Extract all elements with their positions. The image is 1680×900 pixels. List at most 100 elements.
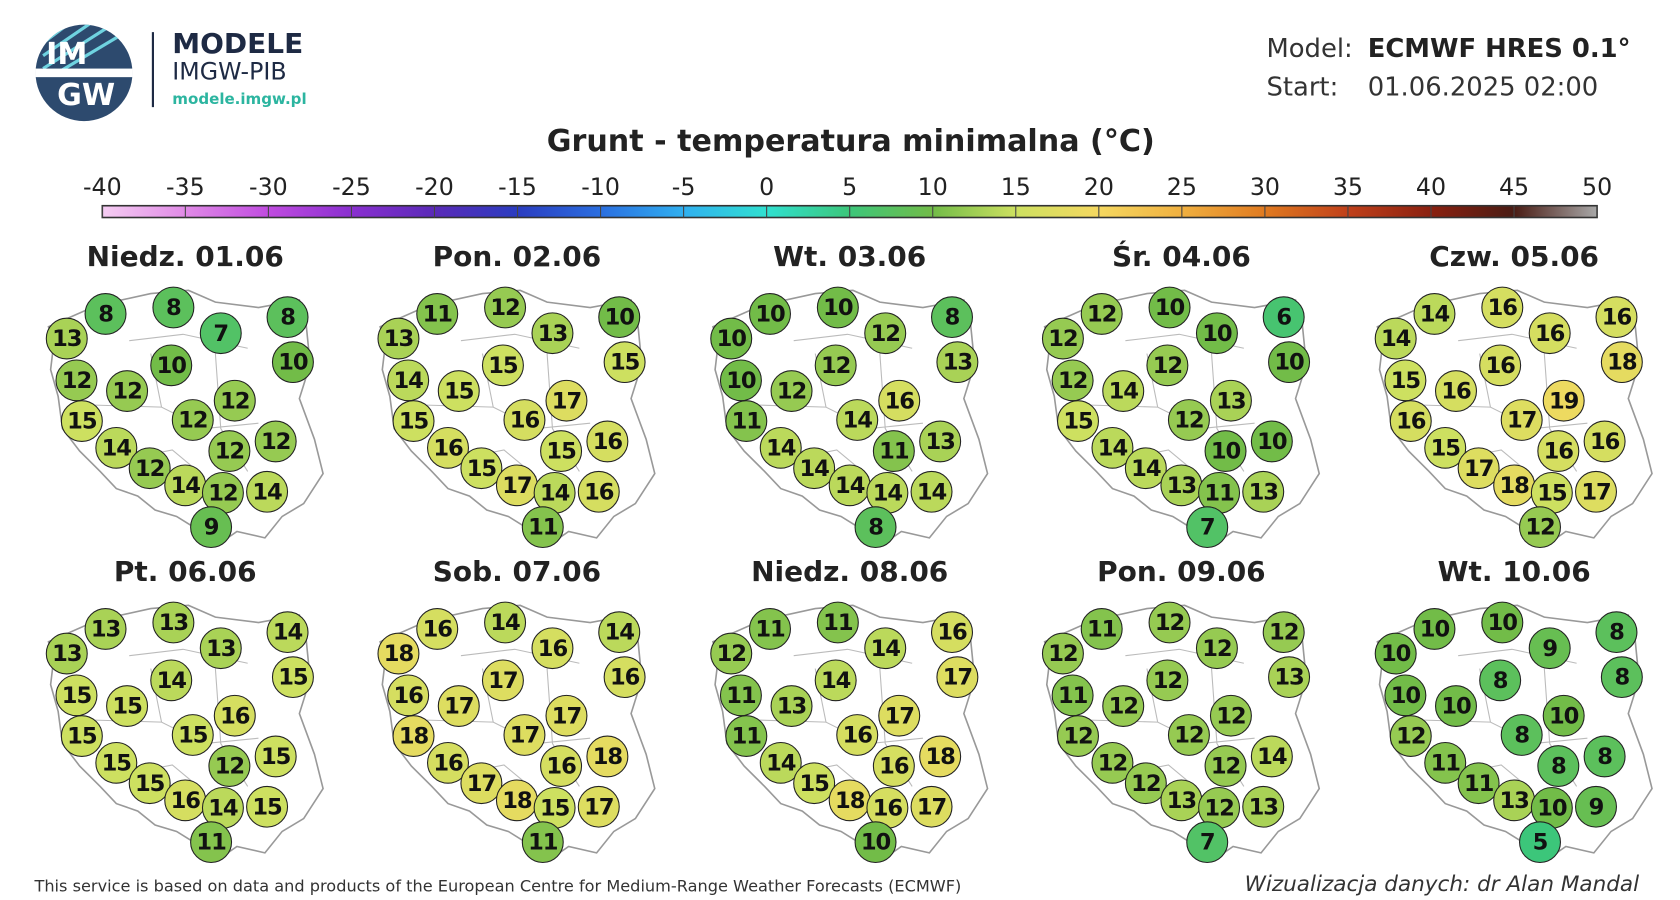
station-value: 10 bbox=[861, 830, 891, 856]
station-marker bbox=[266, 296, 309, 339]
station-marker bbox=[1389, 400, 1432, 442]
station-marker bbox=[190, 821, 233, 864]
credit: Wizualizacja danych: dr Alan Mandal bbox=[1245, 872, 1639, 897]
station-marker bbox=[1537, 430, 1580, 472]
station-marker bbox=[586, 735, 629, 778]
station-value: 14 bbox=[605, 620, 635, 646]
station-value: 12 bbox=[1063, 724, 1092, 750]
tick-label: 20 bbox=[1084, 173, 1114, 201]
station-marker bbox=[710, 317, 753, 360]
station-value: 12 bbox=[112, 379, 141, 405]
station-value: 17 bbox=[510, 723, 539, 749]
station-value: 16 bbox=[393, 683, 423, 709]
station-value: 11 bbox=[732, 409, 762, 435]
station-value: 16 bbox=[1488, 295, 1518, 321]
model: ECMWF HRES 0.1° bbox=[1368, 34, 1631, 64]
station-marker bbox=[878, 379, 921, 422]
station-value: 15 bbox=[1537, 480, 1567, 506]
station-value: 16 bbox=[220, 703, 250, 729]
station-marker bbox=[864, 627, 907, 670]
station-value: 13 bbox=[538, 321, 567, 347]
station-marker bbox=[1528, 312, 1571, 355]
station-value: 15 bbox=[399, 409, 429, 435]
station-marker bbox=[60, 400, 103, 442]
station-marker bbox=[1413, 608, 1456, 650]
station-value: 16 bbox=[584, 479, 614, 505]
station-marker bbox=[1041, 632, 1084, 675]
station-marker bbox=[931, 296, 973, 339]
station-marker bbox=[836, 714, 879, 756]
station-value: 12 bbox=[490, 295, 519, 321]
station-value: 12 bbox=[261, 429, 290, 455]
station-marker bbox=[1374, 632, 1417, 675]
station-value: 11 bbox=[726, 683, 756, 709]
station-value: 11 bbox=[879, 439, 909, 465]
station-marker bbox=[919, 420, 962, 463]
tick-label: -40 bbox=[83, 173, 122, 201]
station-marker bbox=[392, 400, 435, 442]
station-marker bbox=[1435, 370, 1477, 412]
tick-label: 45 bbox=[1499, 173, 1529, 201]
station-marker bbox=[213, 379, 256, 422]
station-marker bbox=[45, 632, 88, 675]
station-marker bbox=[1080, 608, 1123, 650]
station-marker bbox=[854, 506, 897, 549]
station-value: 14 bbox=[1098, 435, 1128, 461]
station-value: 14 bbox=[490, 610, 520, 636]
map-title: Niedz. 08.06 bbox=[751, 555, 948, 588]
url[interactable]: modele.imgw.pl bbox=[172, 90, 306, 108]
station-value: 15 bbox=[261, 744, 291, 770]
station-marker bbox=[84, 608, 127, 650]
station-marker bbox=[545, 379, 588, 422]
station-marker bbox=[719, 674, 762, 717]
start: 01.06.2025 02:00 bbox=[1368, 72, 1599, 102]
station-value: 15 bbox=[178, 723, 208, 749]
station-value: 12 bbox=[1174, 723, 1203, 749]
station-marker bbox=[1424, 741, 1467, 784]
station-value: 14 bbox=[917, 479, 947, 505]
station-value: 9 bbox=[204, 515, 219, 541]
station-value: 12 bbox=[1131, 771, 1160, 797]
station-value: 12 bbox=[777, 379, 806, 405]
logo-top: IM bbox=[46, 37, 87, 72]
station-marker bbox=[598, 296, 641, 339]
station-value: 17 bbox=[552, 703, 581, 729]
station-value: 10 bbox=[278, 350, 308, 376]
station-marker bbox=[246, 470, 289, 513]
station-marker bbox=[854, 821, 897, 864]
station-marker bbox=[416, 293, 459, 335]
station-value: 11 bbox=[1087, 617, 1117, 643]
station-value: 10 bbox=[1211, 439, 1241, 465]
station-value: 15 bbox=[135, 771, 165, 797]
station-value: 10 bbox=[605, 305, 635, 331]
tick-label: 15 bbox=[1001, 173, 1031, 201]
station-marker bbox=[1242, 785, 1285, 828]
station-value: 13 bbox=[52, 326, 81, 352]
station-value: 14 bbox=[821, 668, 851, 694]
station-marker bbox=[1389, 715, 1432, 757]
station-value: 8 bbox=[1514, 723, 1529, 749]
station-marker bbox=[1575, 470, 1617, 513]
station-value: 15 bbox=[540, 795, 570, 821]
station-value: 18 bbox=[1607, 350, 1637, 376]
station-value: 14 bbox=[1381, 326, 1411, 352]
station-marker bbox=[1384, 359, 1427, 402]
tick-label: 5 bbox=[842, 173, 857, 201]
station-marker bbox=[1519, 821, 1561, 864]
station-value: 13 bbox=[943, 350, 972, 376]
station-value: 15 bbox=[467, 456, 497, 482]
station-marker bbox=[725, 400, 768, 442]
station-marker bbox=[150, 659, 193, 702]
station-marker bbox=[936, 341, 979, 384]
station-value: 10 bbox=[1155, 295, 1185, 321]
station-marker bbox=[1481, 286, 1524, 329]
station-value: 14 bbox=[393, 368, 423, 394]
station-marker bbox=[1268, 341, 1311, 384]
station-value: 18 bbox=[502, 788, 532, 814]
station-marker bbox=[1528, 627, 1571, 670]
station-marker bbox=[1424, 426, 1467, 469]
station-value: 10 bbox=[157, 353, 187, 379]
